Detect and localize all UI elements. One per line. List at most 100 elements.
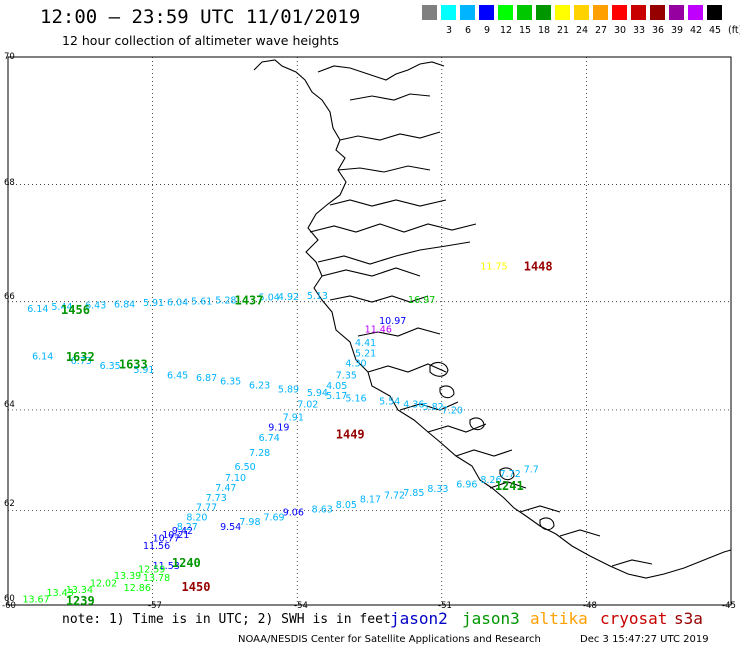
wave-height-value: 5.61 [191, 297, 212, 308]
wave-height-value: 8.05 [336, 500, 357, 511]
pass-time-label: 1448 [524, 259, 553, 273]
wave-height-value: 7.02 [297, 399, 318, 410]
wave-height-value: 6.84 [114, 299, 135, 310]
color-swatch [460, 5, 475, 20]
wave-height-value: 10.97 [379, 316, 406, 327]
color-scale-label: 15 [518, 25, 532, 36]
color-swatch [631, 5, 646, 20]
color-scale-label: 24 [575, 25, 589, 36]
color-swatch [688, 5, 703, 20]
lat-label: 70 [4, 52, 15, 62]
color-swatch [441, 5, 456, 20]
wave-height-value: 7.7 [524, 465, 539, 476]
color-scale-label: 45 [708, 25, 722, 36]
wave-height-value: 9.42 [172, 526, 193, 537]
lat-label: 62 [4, 499, 15, 509]
wave-height-value: 11.56 [143, 541, 170, 552]
lon-label: -57 [148, 601, 162, 611]
wave-height-value: 6.14 [27, 304, 48, 315]
wave-height-value: 9.06 [283, 508, 304, 519]
map-frame [7, 56, 732, 606]
wave-height-value: 12.59 [138, 565, 165, 576]
wave-height-value: 6.73 [71, 356, 92, 367]
pass-time-label: 1240 [172, 556, 201, 570]
wave-height-value: 7.85 [403, 488, 424, 499]
wave-height-value: 9.19 [268, 423, 289, 434]
wave-height-value: 5.94 [307, 388, 328, 399]
pass-time-label: 1456 [61, 303, 90, 317]
wave-height-value: 5.13 [307, 291, 328, 302]
wave-height-value: 4.05 [326, 381, 347, 392]
wave-height-value: 11.46 [365, 324, 392, 335]
wave-height-value: 11.53 [153, 561, 180, 572]
wave-height-value: 8.17 [360, 494, 381, 505]
wave-height-value: 12.02 [90, 579, 117, 590]
wave-height-value: 5.17 [326, 391, 347, 402]
wave-height-value: 7.72 [500, 469, 521, 480]
wave-height-value: 8.27 [177, 522, 198, 533]
wave-height-value: 7.10 [225, 473, 246, 484]
color-swatch [479, 5, 494, 20]
legend-s3a: s3a [674, 609, 703, 628]
color-scale-label: 42 [689, 25, 703, 36]
color-scale-label: 27 [594, 25, 608, 36]
lon-label: -54 [294, 601, 308, 611]
color-scale-label: 21 [556, 25, 570, 36]
wave-height-value: 6.50 [235, 462, 256, 473]
wave-height-value: 5.21 [355, 348, 376, 359]
wave-height-value: 6.35 [220, 377, 241, 388]
page-subtitle: 12 hour collection of altimeter wave hei… [62, 33, 339, 48]
color-scale-label: 18 [537, 25, 551, 36]
wave-height-value: 5.54 [379, 397, 400, 408]
color-swatch [669, 5, 684, 20]
color-scale-label: 30 [613, 25, 627, 36]
wave-height-value: 5.44 [51, 302, 72, 313]
wave-height-value: 5.91 [143, 298, 164, 309]
wave-height-value: 13.78 [143, 573, 170, 584]
wave-height-value: 16.97 [408, 295, 435, 306]
lon-label: -48 [583, 601, 597, 611]
wave-height-value: 7.72 [384, 490, 405, 501]
coastline-mid-fjords [309, 223, 477, 303]
color-swatch [498, 5, 513, 20]
lat-label: 66 [4, 292, 15, 302]
wave-height-value: 7.35 [336, 370, 357, 381]
wave-height-value: 6.23 [249, 380, 270, 391]
color-scale-label: 12 [499, 25, 513, 36]
wave-height-value: 7.69 [263, 512, 284, 523]
wave-height-value: 6.96 [456, 480, 477, 491]
wave-height-value: 6.87 [196, 373, 217, 384]
wave-height-value: 4.92 [278, 292, 299, 303]
wave-height-value: 8.20 [186, 512, 207, 523]
wave-height-value: 13.39 [114, 571, 141, 582]
color-swatch [650, 5, 665, 20]
wave-height-value: 4.30 [345, 359, 366, 370]
coastline-upper-fjords [317, 61, 447, 207]
color-scale-label: 39 [670, 25, 684, 36]
lon-label: -60 [2, 601, 16, 611]
wave-height-value: 7.47 [215, 483, 236, 494]
wave-height-value: 9.54 [220, 522, 241, 533]
color-scale-label: 3 [445, 25, 453, 36]
color-swatch [555, 5, 570, 20]
pass-time-label: 1239 [66, 594, 95, 608]
color-swatch [593, 5, 608, 20]
wave-height-value: 7.73 [206, 493, 227, 504]
color-swatch [517, 5, 532, 20]
color-swatch [422, 5, 437, 20]
coastline-south-fjords [357, 327, 653, 567]
wave-height-value: 7.91 [283, 412, 304, 423]
wave-height-value: 5.89 [278, 385, 299, 396]
credit-text: NOAA/NESDIS Center for Satellite Applica… [238, 634, 541, 645]
legend-jason3: jason3 [462, 609, 520, 628]
color-scale-label: 9 [483, 25, 491, 36]
wave-height-value: 5.16 [345, 394, 366, 405]
map-gridlines [8, 57, 731, 605]
wave-height-value: 13.34 [66, 585, 93, 596]
pass-time-label: 1437 [235, 294, 264, 308]
color-swatch [707, 5, 722, 20]
lat-label: 68 [4, 178, 15, 188]
legend-altika: altika [530, 609, 588, 628]
color-scale-label: 6 [464, 25, 472, 36]
